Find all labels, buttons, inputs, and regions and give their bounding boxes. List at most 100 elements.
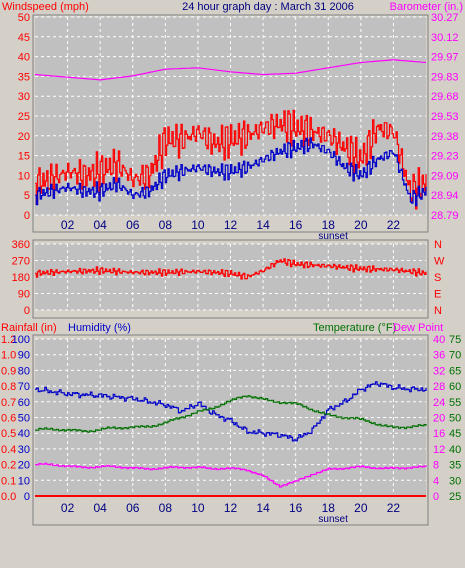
- dewpoint-line: [35, 462, 427, 488]
- direction-tick-label: 180: [12, 272, 30, 284]
- windspeed-tick-label: 0: [24, 210, 30, 222]
- humidity-tick-label: 10: [18, 475, 30, 487]
- x-tick-label-top: 08: [159, 218, 173, 232]
- windspeed-tick-label: 40: [18, 52, 30, 64]
- x-tick-label-bottom: 04: [93, 501, 107, 515]
- rainfall-tick-label: 0.2: [1, 460, 16, 472]
- barometer-tick-label: 29.97: [431, 52, 459, 64]
- barometer-title: Barometer (in.): [390, 1, 463, 13]
- x-tick-label-top: 04: [93, 218, 107, 232]
- rainfall-tick-label: 1.0: [1, 350, 16, 362]
- top-panel-frame: [32, 14, 429, 233]
- wind-gust-line: [35, 137, 427, 207]
- barometer-tick-label: 29.23: [431, 151, 459, 163]
- temperature-tick-label: 70: [449, 350, 461, 362]
- windspeed-tick-label: 5: [24, 190, 30, 202]
- x-tick-label-bottom: 16: [289, 501, 303, 515]
- barometer-tick-label: 30.12: [431, 32, 459, 44]
- compass-tick-label: W: [434, 256, 445, 268]
- rainfall-tick-label: 0.8: [1, 381, 16, 393]
- compass-tick-label: E: [434, 289, 441, 301]
- rainfall-title: Rainfall (in): [1, 322, 57, 334]
- rainfall-tick-label: 0.4: [1, 444, 16, 456]
- direction-tick-label: 270: [12, 256, 30, 268]
- humidity-tick-label: 20: [18, 460, 30, 472]
- dewpoint-tick-label: 0: [433, 491, 439, 503]
- compass-tick-label: N: [434, 305, 442, 317]
- x-tick-label-bottom: 06: [126, 501, 140, 515]
- x-tick-label-bottom: 14: [256, 501, 270, 515]
- graph-title: 24 hour graph day : March 31 2006: [182, 1, 354, 13]
- x-tick-label-top: 06: [126, 218, 140, 232]
- barometer-tick-label: 28.94: [431, 190, 459, 202]
- x-tick-label-top: 16: [289, 218, 303, 232]
- rainfall-tick-label: 0.7: [1, 397, 16, 409]
- x-tick-label-bottom: 12: [224, 501, 238, 515]
- x-tick-label-top: 22: [387, 218, 401, 232]
- windspeed-tick-label: 20: [18, 131, 30, 143]
- temperature-tick-label: 40: [449, 444, 461, 456]
- humidity-tick-label: 30: [18, 444, 30, 456]
- rainfall-tick-label: 0.1: [1, 475, 16, 487]
- barometer-tick-label: 28.79: [431, 210, 459, 222]
- x-tick-label-top: 02: [61, 218, 75, 232]
- x-tick-label-top: 20: [354, 218, 368, 232]
- humidity-tick-label: 80: [18, 365, 30, 377]
- dewpoint-tick-label: 4: [433, 475, 439, 487]
- rainfall-tick-label: 0.6: [1, 413, 16, 425]
- temperature-tick-label: 75: [449, 334, 461, 346]
- sunset-label-bottom: sunset: [318, 514, 348, 525]
- windspeed-tick-label: 35: [18, 71, 30, 83]
- mid-panel-frame: [32, 239, 429, 319]
- barometer-tick-label: 29.68: [431, 91, 459, 103]
- humidity-tick-label: 60: [18, 397, 30, 409]
- barometer-tick-label: 29.83: [431, 71, 459, 83]
- direction-tick-label: 0: [24, 305, 30, 317]
- dewpoint-tick-label: 24: [433, 397, 445, 409]
- temperature-tick-label: 65: [449, 365, 461, 377]
- dewpoint-tick-label: 32: [433, 365, 445, 377]
- humidity-tick-label: 0: [24, 491, 30, 503]
- windspeed-tick-label: 45: [18, 32, 30, 44]
- x-tick-label-bottom: 20: [354, 501, 368, 515]
- dewpoint-tick-label: 16: [433, 428, 445, 440]
- sunset-label-top: sunset: [318, 231, 348, 242]
- barometer-line: [34, 59, 427, 81]
- windspeed-line: [35, 109, 427, 210]
- rainfall-tick-label: 1.2: [1, 334, 16, 346]
- x-tick-label-top: 10: [191, 218, 205, 232]
- humidity-tick-label: 40: [18, 428, 30, 440]
- barometer-tick-label: 30.27: [431, 12, 459, 24]
- direction-tick-label: 90: [18, 289, 30, 301]
- dewpoint-tick-label: 12: [433, 444, 445, 456]
- windspeed-tick-label: 15: [18, 151, 30, 163]
- windspeed-title: Windspeed (mph): [2, 1, 89, 13]
- x-tick-label-top: 18: [322, 218, 336, 232]
- humidity-line: [35, 381, 427, 442]
- x-tick-label-bottom: 02: [61, 501, 75, 515]
- rainfall-tick-label: 0.0: [1, 491, 16, 503]
- dewpoint-tick-label: 8: [433, 460, 439, 472]
- temperature-tick-label: 50: [449, 413, 461, 425]
- x-tick-label-bottom: 08: [159, 501, 173, 515]
- dewpoint-title: Dew Point: [393, 322, 443, 334]
- barometer-tick-label: 29.53: [431, 111, 459, 123]
- wind-direction-line: [35, 258, 427, 280]
- temperature-tick-label: 60: [449, 381, 461, 393]
- bottom-panel-frame: [32, 334, 429, 526]
- rainfall-tick-label: 0.9: [1, 365, 16, 377]
- compass-tick-label: S: [434, 272, 441, 284]
- humidity-tick-label: 50: [18, 413, 30, 425]
- dewpoint-tick-label: 40: [433, 334, 445, 346]
- humidity-tick-label: 90: [18, 350, 30, 362]
- temperature-title: Temperature (°F): [313, 322, 396, 334]
- humidity-title: Humidity (%): [68, 322, 131, 334]
- dewpoint-tick-label: 28: [433, 381, 445, 393]
- dewpoint-tick-label: 20: [433, 413, 445, 425]
- rainfall-tick-label: 0.5: [1, 428, 16, 440]
- humidity-tick-label: 100: [12, 334, 30, 346]
- temperature-tick-label: 35: [449, 460, 461, 472]
- x-tick-label-top: 12: [224, 218, 238, 232]
